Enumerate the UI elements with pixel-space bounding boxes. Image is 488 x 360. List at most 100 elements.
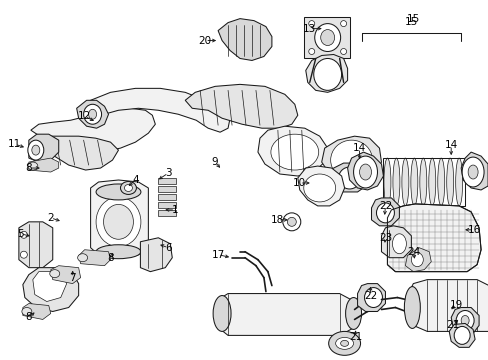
Ellipse shape	[410, 253, 423, 267]
Text: 9: 9	[211, 157, 218, 167]
Ellipse shape	[467, 165, 477, 179]
Bar	[158, 210, 176, 216]
Text: 4: 4	[132, 175, 139, 185]
Ellipse shape	[96, 184, 141, 200]
Text: 20: 20	[198, 36, 211, 46]
Ellipse shape	[383, 158, 390, 206]
Ellipse shape	[287, 217, 296, 226]
Polygon shape	[450, 307, 478, 333]
Ellipse shape	[461, 157, 483, 187]
Text: 15: 15	[406, 14, 419, 24]
Polygon shape	[36, 136, 118, 170]
Polygon shape	[140, 238, 172, 272]
Polygon shape	[329, 163, 367, 192]
Polygon shape	[79, 250, 110, 266]
Polygon shape	[448, 323, 474, 347]
Text: 12: 12	[78, 111, 91, 121]
Text: 7: 7	[69, 273, 76, 283]
Text: 17: 17	[211, 250, 224, 260]
Ellipse shape	[20, 251, 27, 258]
Ellipse shape	[328, 332, 360, 355]
Ellipse shape	[78, 254, 87, 262]
Ellipse shape	[392, 234, 406, 254]
Text: 1: 1	[172, 205, 178, 215]
Ellipse shape	[428, 158, 435, 206]
Ellipse shape	[88, 109, 96, 119]
Text: 10: 10	[293, 178, 305, 188]
Polygon shape	[218, 19, 271, 60]
Ellipse shape	[20, 231, 27, 238]
Text: 5: 5	[18, 229, 24, 239]
Text: 21: 21	[348, 332, 362, 342]
Polygon shape	[29, 134, 59, 162]
Ellipse shape	[83, 104, 102, 124]
Polygon shape	[321, 136, 381, 182]
Ellipse shape	[338, 167, 360, 189]
Text: 22: 22	[378, 201, 391, 211]
Polygon shape	[218, 293, 359, 336]
Text: 19: 19	[448, 300, 462, 310]
Ellipse shape	[345, 298, 361, 329]
Ellipse shape	[303, 174, 335, 202]
Bar	[158, 186, 176, 192]
Text: 23: 23	[378, 233, 391, 243]
Ellipse shape	[340, 49, 346, 54]
Ellipse shape	[313, 58, 341, 90]
Ellipse shape	[330, 140, 372, 180]
Ellipse shape	[419, 158, 426, 206]
Text: 2: 2	[47, 213, 54, 223]
Ellipse shape	[340, 340, 348, 346]
Ellipse shape	[28, 140, 44, 160]
Ellipse shape	[96, 245, 141, 259]
Polygon shape	[81, 88, 229, 132]
Ellipse shape	[455, 158, 462, 206]
Polygon shape	[29, 158, 59, 172]
Ellipse shape	[460, 315, 468, 325]
Text: 18: 18	[271, 215, 284, 225]
Polygon shape	[347, 152, 383, 190]
Text: 21: 21	[446, 320, 459, 330]
Ellipse shape	[437, 158, 444, 206]
Ellipse shape	[32, 145, 40, 155]
Polygon shape	[23, 303, 51, 319]
Text: 14: 14	[352, 143, 366, 153]
Text: 3: 3	[164, 168, 171, 178]
Text: 24: 24	[407, 247, 420, 257]
Polygon shape	[23, 268, 79, 311]
Polygon shape	[185, 84, 297, 128]
Polygon shape	[297, 166, 344, 206]
Ellipse shape	[270, 134, 318, 170]
Ellipse shape	[28, 162, 38, 170]
Text: 13: 13	[303, 24, 316, 33]
Text: 11: 11	[8, 139, 21, 149]
Polygon shape	[33, 272, 66, 302]
Ellipse shape	[320, 30, 334, 45]
Polygon shape	[407, 280, 488, 332]
Text: 15: 15	[404, 17, 417, 27]
Bar	[158, 202, 176, 208]
Polygon shape	[357, 284, 385, 311]
Bar	[158, 194, 176, 200]
Polygon shape	[77, 100, 108, 128]
Polygon shape	[90, 180, 148, 258]
Polygon shape	[258, 126, 327, 176]
Polygon shape	[405, 248, 430, 272]
Ellipse shape	[96, 197, 141, 247]
Ellipse shape	[410, 158, 417, 206]
Bar	[303, 17, 349, 58]
Text: 16: 16	[467, 225, 480, 235]
Ellipse shape	[124, 184, 132, 192]
Ellipse shape	[22, 307, 32, 315]
Text: 14: 14	[444, 140, 457, 150]
Ellipse shape	[446, 158, 453, 206]
Ellipse shape	[359, 164, 371, 180]
Ellipse shape	[103, 204, 133, 239]
Text: 22: 22	[363, 291, 376, 301]
Polygon shape	[51, 266, 81, 284]
Ellipse shape	[401, 158, 408, 206]
Ellipse shape	[376, 203, 394, 223]
Ellipse shape	[282, 213, 300, 231]
Polygon shape	[31, 108, 155, 152]
Text: 8: 8	[25, 163, 32, 173]
Polygon shape	[381, 226, 410, 258]
